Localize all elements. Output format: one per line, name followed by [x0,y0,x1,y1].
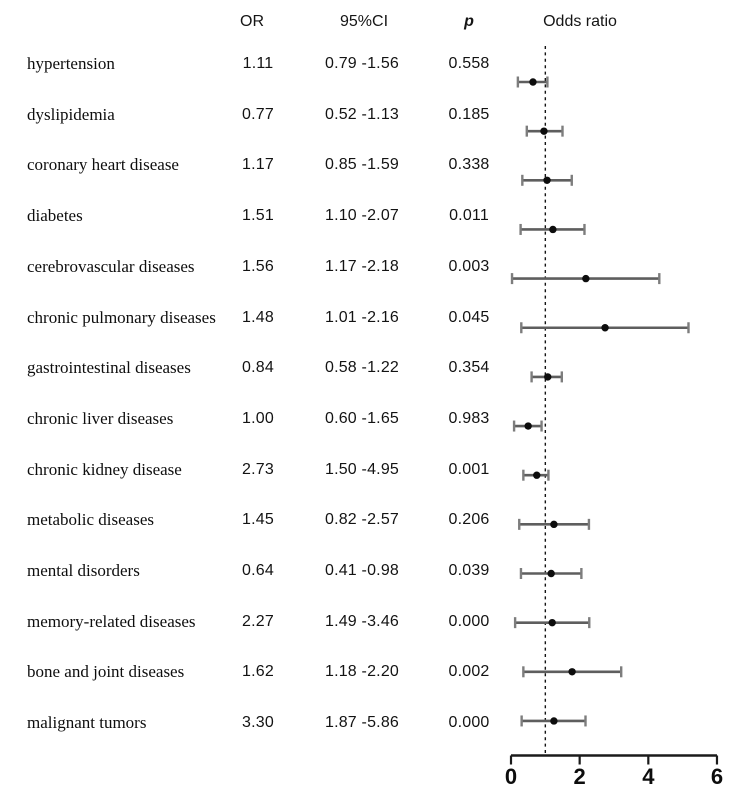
row-label: coronary heart disease [27,155,179,174]
ci-value: 0.58 -1.22 [324,359,400,376]
point-marker [543,176,551,184]
ci-value: 0.82 -2.57 [324,511,400,528]
row-label: dyslipidemia [27,105,115,124]
row-label: bone and joint diseases [27,662,185,681]
or-value: 2.27 [242,613,274,630]
row-label: memory-related diseases [27,612,196,631]
p-value: 0.045 [448,309,490,326]
or-value: 1.00 [242,410,274,427]
ci-value: 1.87 -5.86 [324,714,400,731]
p-value: 0.000 [448,613,490,630]
column-header-or: OR [240,13,264,30]
p-value: 0.354 [448,359,490,376]
p-value: 0.001 [448,461,490,478]
point-marker [548,618,556,627]
point-marker [529,78,537,86]
or-value: 1.56 [242,258,274,275]
point-marker [540,127,548,135]
ci-value: 0.60 -1.65 [324,410,400,427]
or-value: 1.45 [242,511,274,528]
point-marker [601,324,609,332]
point-marker [533,471,541,479]
row-label: hypertension [27,54,115,73]
ci-value: 1.10 -2.07 [324,207,400,224]
ci-value: 0.52 -1.13 [324,106,400,123]
point-marker [582,274,590,283]
row-label: chronic liver diseases [27,409,174,428]
row-label: malignant tumors [27,713,147,732]
or-value: 3.30 [242,714,274,731]
point-marker [550,520,558,529]
x-axis-tick-label: 4 [642,764,655,789]
row-label: diabetes [27,206,83,225]
or-value: 1.62 [242,663,274,680]
or-value: 0.64 [242,562,274,579]
or-value: 1.11 [242,55,274,72]
ci-value: 0.79 -1.56 [324,55,400,72]
row-label: chronic pulmonary diseases [27,308,216,327]
row-label: mental disorders [27,561,140,580]
x-axis-tick-label: 0 [505,764,517,789]
p-value: 0.185 [448,106,490,123]
point-marker [544,373,552,381]
p-value: 0.206 [448,511,490,528]
p-value: 0.002 [448,663,490,680]
or-value: 1.51 [242,207,274,224]
point-marker [524,422,532,430]
row-label: gastrointestinal diseases [27,358,191,377]
row-label: cerebrovascular diseases [27,257,195,276]
ci-value: 0.41 -0.98 [324,562,400,579]
ci-value: 1.18 -2.20 [324,663,400,680]
column-header-p: p [464,13,474,30]
column-header-odds-ratio: Odds ratio [543,13,617,30]
or-value: 2.73 [242,461,274,478]
point-marker [547,569,555,578]
or-value: 0.84 [242,359,274,376]
ci-value: 1.50 -4.95 [324,461,400,478]
ci-value: 1.17 -2.18 [324,258,400,275]
point-marker [549,225,557,234]
p-value: 0.983 [448,410,490,427]
p-value: 0.011 [449,207,489,224]
p-value: 0.558 [448,55,490,72]
row-label: chronic kidney disease [27,460,182,479]
or-value: 1.17 [242,156,274,173]
ci-value: 0.85 -1.59 [324,156,400,173]
p-value: 0.003 [448,258,490,275]
column-header-ci: 95%CI [339,13,389,30]
x-axis-tick-label: 2 [574,764,586,789]
ci-value: 1.49 -3.46 [324,613,400,630]
or-value: 0.77 [242,106,274,123]
p-value: 0.039 [448,562,490,579]
ci-value: 1.01 -2.16 [324,309,400,326]
or-value: 1.48 [242,309,274,326]
x-axis-tick-label: 6 [711,764,723,789]
p-value: 0.000 [448,714,490,731]
p-value: 0.338 [448,156,490,173]
row-label: metabolic diseases [27,510,154,529]
point-marker [568,668,576,676]
point-marker [550,717,558,725]
